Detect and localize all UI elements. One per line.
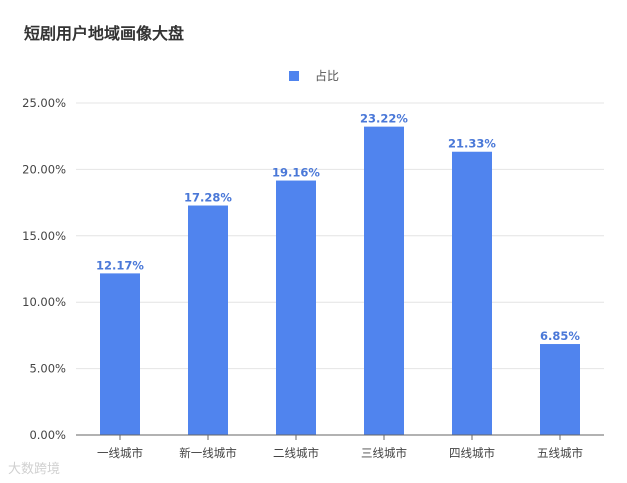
x-axis-ticks: 一线城市 新一线城市 二线城市 三线城市 四线城市 五线城市	[97, 435, 583, 460]
legend-label: 占比	[315, 69, 340, 83]
bar	[364, 126, 404, 435]
x-tick-label: 四线城市	[449, 446, 495, 460]
bar	[188, 205, 228, 435]
y-axis-ticks: 0.00% 5.00% 10.00% 15.00% 20.00% 25.00%	[22, 96, 66, 442]
grid-lines	[76, 102, 604, 370]
bar	[540, 344, 580, 435]
bar	[276, 180, 316, 435]
data-label: 17.28%	[184, 191, 232, 205]
x-tick-label: 一线城市	[97, 446, 143, 460]
bar	[452, 151, 492, 435]
chart-title: 短剧用户地域画像大盘	[24, 24, 185, 43]
y-tick-label: 10.00%	[22, 295, 66, 309]
data-labels: 12.17% 17.28% 19.16% 23.22% 21.33% 6.85%	[96, 112, 580, 343]
data-label: 12.17%	[96, 258, 144, 272]
y-tick-label: 5.00%	[29, 362, 66, 376]
x-tick-label: 五线城市	[537, 446, 583, 460]
watermark: 大数跨境	[8, 462, 61, 477]
y-tick-label: 20.00%	[22, 162, 66, 176]
x-tick-label: 新一线城市	[179, 446, 237, 460]
y-tick-label: 0.00%	[29, 428, 66, 442]
y-tick-label: 25.00%	[22, 96, 66, 110]
legend: 占比	[289, 67, 339, 84]
x-tick-label: 二线城市	[273, 446, 319, 460]
data-label: 21.33%	[448, 137, 496, 151]
x-tick-label: 三线城市	[361, 446, 407, 460]
y-tick-label: 15.00%	[22, 229, 66, 243]
bar	[100, 273, 140, 435]
data-label: 23.22%	[360, 112, 408, 126]
data-label: 19.16%	[272, 166, 320, 180]
data-label: 6.85%	[540, 329, 580, 343]
legend-swatch	[289, 70, 299, 81]
bars	[100, 126, 580, 435]
